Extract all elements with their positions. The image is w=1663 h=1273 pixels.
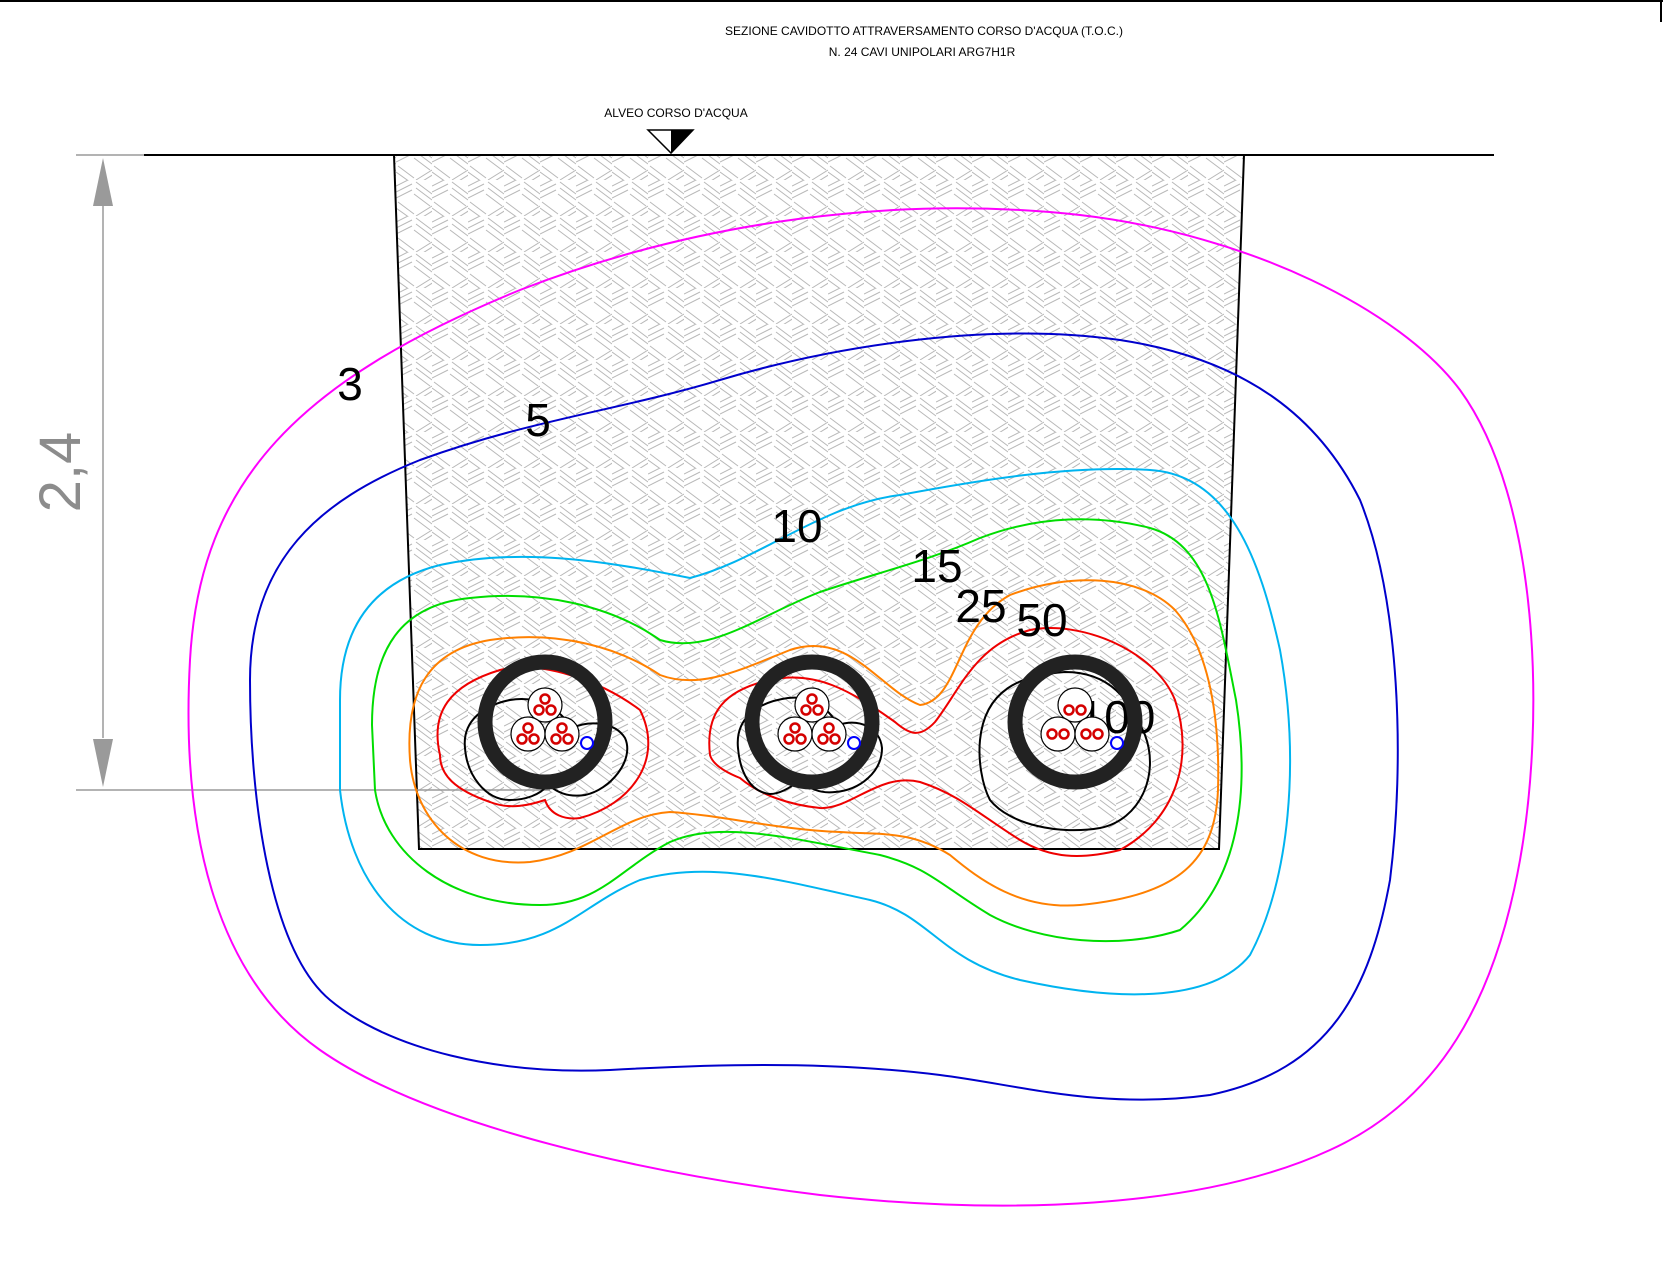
depth-dimension — [76, 154, 550, 791]
conduit-center — [744, 654, 880, 790]
contour-line-10 — [339, 468, 1291, 996]
riverbed-marker-icon — [646, 129, 695, 155]
contour-line-5 — [248, 332, 1399, 1101]
contour-label-10: 10 — [771, 500, 822, 552]
cable-triplet — [516, 693, 574, 745]
contour-line-25 — [408, 579, 1220, 907]
contour-label-50: 50 — [1016, 594, 1067, 646]
conduit-left — [477, 654, 613, 790]
fiber-optic-icon — [847, 736, 861, 750]
depth-dimension-label: 2,4 — [28, 432, 93, 513]
title-line-2: N. 24 CAVI UNIPOLARI ARG7H1R — [829, 45, 1016, 59]
contour-label-25: 25 — [955, 580, 1006, 632]
contour-label-3: 3 — [337, 358, 363, 410]
conduit-right — [1007, 654, 1143, 790]
contour-label-15: 15 — [911, 540, 962, 592]
contour-label-5: 5 — [525, 394, 551, 446]
title-line-1: SEZIONE CAVIDOTTO ATTRAVERSAMENTO CORSO … — [725, 24, 1123, 38]
cable-triplet — [783, 693, 841, 745]
riverbed-label: ALVEO CORSO D'ACQUA — [604, 106, 747, 120]
fiber-optic-icon — [1110, 736, 1124, 750]
contour-line-3 — [187, 207, 1535, 1207]
fiber-optic-icon — [580, 736, 594, 750]
contour-line-15 — [370, 518, 1243, 943]
cable-triplet — [1046, 704, 1104, 740]
